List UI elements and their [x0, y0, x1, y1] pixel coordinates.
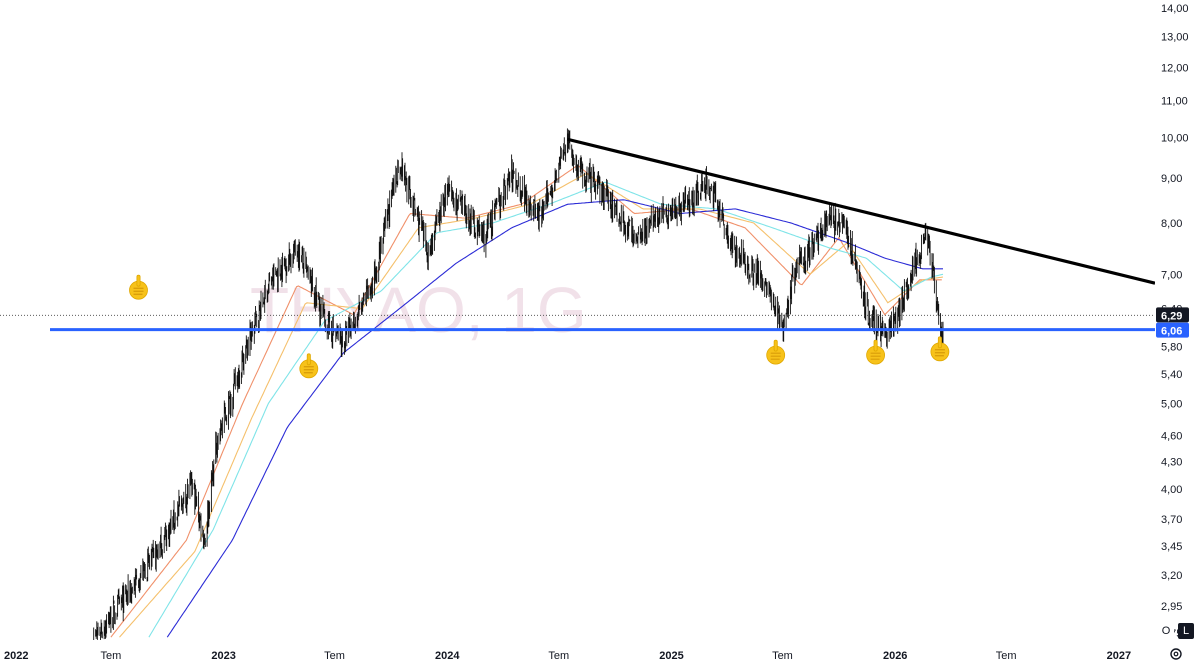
pointing-hand-icon — [930, 336, 950, 362]
resistance-trendline[interactable] — [567, 137, 1156, 285]
x-tick-label: Tem — [996, 650, 1017, 662]
y-tick-label: 14,00 — [1161, 3, 1189, 15]
pointing-hand-icon — [129, 274, 148, 300]
x-tick-label: 2026 — [883, 650, 907, 662]
x-tick-label: Tem — [548, 650, 569, 662]
price-axis[interactable]: 14,0013,0012,0011,0010,009,008,007,006,4… — [1155, 0, 1199, 669]
gear-icon[interactable] — [1168, 646, 1184, 662]
y-tick-label: 12,00 — [1161, 62, 1189, 74]
y-tick-label: 10,00 — [1161, 132, 1189, 144]
time-axis[interactable]: 2022 Tem 2023 Tem 2024 Tem 2025 Tem 2026 Tem 2027 — [0, 640, 1199, 669]
support-price-label: 6,06 — [1156, 322, 1189, 338]
moving-average-line — [166, 199, 943, 638]
log-scale-button[interactable]: L — [1178, 623, 1194, 639]
x-tick-label: 2023 — [211, 650, 235, 662]
moving-average-line — [119, 172, 944, 638]
last-price-label: 6,29 — [1156, 307, 1189, 323]
y-tick-label: 4,00 — [1161, 484, 1182, 496]
y-tick-label: 13,00 — [1161, 32, 1189, 44]
x-tick-label: 2022 — [4, 650, 28, 662]
y-tick-label: 3,20 — [1161, 570, 1182, 582]
y-tick-label: 4,60 — [1161, 430, 1182, 442]
x-tick-label: Tem — [772, 650, 793, 662]
symbol-watermark: THYAO, 1G — [250, 274, 587, 346]
y-tick-label: 3,45 — [1161, 541, 1182, 553]
y-tick-label: 9,00 — [1161, 173, 1182, 185]
y-tick-label: 5,00 — [1161, 398, 1182, 410]
svg-text:6,29: 6,29 — [1161, 310, 1182, 322]
x-tick-label: Tem — [324, 650, 345, 662]
svg-text:6,06: 6,06 — [1161, 326, 1182, 338]
y-tick-label: 4,30 — [1161, 456, 1182, 468]
y-tick-label: 2,95 — [1161, 601, 1182, 613]
x-tick-label: 2025 — [659, 650, 683, 662]
y-tick-label: 11,00 — [1161, 96, 1188, 108]
y-tick-label: 5,80 — [1161, 341, 1182, 353]
y-tick-label: 7,00 — [1161, 269, 1182, 281]
log-toggle-o-button[interactable]: O — [1158, 623, 1174, 639]
y-tick-label: 5,40 — [1161, 369, 1182, 381]
x-tick-label: Tem — [101, 650, 122, 662]
x-tick-label: 2027 — [1107, 650, 1131, 662]
moving-average-line — [148, 181, 944, 638]
pointing-hand-icon — [299, 353, 319, 379]
y-tick-label: 3,70 — [1161, 514, 1182, 526]
pointing-hand-icon — [766, 339, 786, 365]
x-tick-label: 2024 — [435, 650, 460, 662]
pointing-hand-icon — [866, 339, 885, 365]
y-tick-label: 8,00 — [1161, 218, 1182, 230]
